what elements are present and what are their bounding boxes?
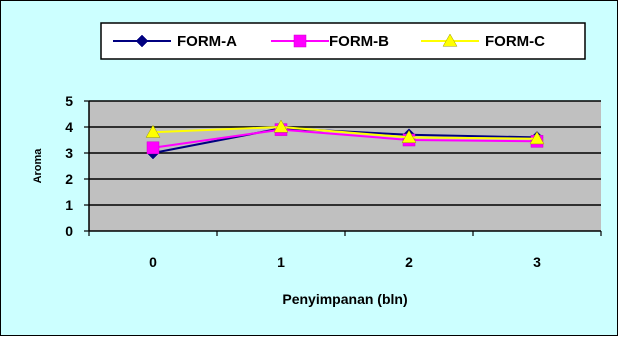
y-tick-label: 3 bbox=[65, 145, 73, 161]
x-axis-label: Penyimpanan (bln) bbox=[282, 291, 407, 307]
legend-marker bbox=[442, 33, 458, 47]
legend-label: FORM-A bbox=[177, 33, 237, 50]
legend-label: FORM-C bbox=[485, 33, 545, 50]
x-axis-ticks: 0 1 2 3 bbox=[88, 231, 602, 270]
legend-box bbox=[100, 22, 586, 60]
y-tick-label: 2 bbox=[65, 171, 73, 187]
x-tick-label: 2 bbox=[405, 254, 413, 270]
legend-item-form-b: FORM-B bbox=[271, 33, 389, 50]
series-line bbox=[152, 125, 538, 140]
y-tick-label: 4 bbox=[65, 119, 73, 135]
gridlines bbox=[89, 100, 601, 206]
x-tick-label: 0 bbox=[149, 254, 157, 270]
y-tick-label: 0 bbox=[65, 223, 73, 239]
series-form-c bbox=[145, 119, 545, 145]
series-layer bbox=[145, 119, 545, 160]
legend-item-form-c: FORM-C bbox=[421, 33, 545, 50]
data-point bbox=[401, 129, 417, 143]
y-axis-label: Aroma bbox=[32, 148, 44, 184]
data-point bbox=[529, 131, 545, 145]
x-tick-label: 3 bbox=[533, 254, 541, 270]
legend-marker bbox=[293, 34, 307, 48]
legend-item-form-a: FORM-A bbox=[113, 33, 237, 50]
data-point bbox=[145, 124, 161, 138]
x-tick-label: 1 bbox=[277, 254, 285, 270]
y-tick-label: 1 bbox=[65, 197, 73, 213]
y-axis-ticks: 0 1 2 3 4 5 bbox=[65, 93, 89, 239]
plot-area bbox=[89, 101, 601, 231]
series-line bbox=[152, 128, 538, 149]
data-point bbox=[146, 141, 160, 155]
y-tick-label: 5 bbox=[65, 93, 73, 109]
legend-marker bbox=[135, 34, 149, 48]
legend: FORM-A FORM-B FORM-C bbox=[100, 22, 586, 60]
data-point bbox=[273, 119, 289, 133]
legend-label: FORM-B bbox=[329, 33, 389, 50]
